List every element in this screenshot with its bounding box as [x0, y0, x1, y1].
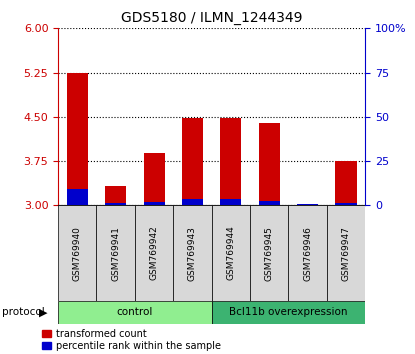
Text: GSM769940: GSM769940 [73, 225, 82, 281]
Text: ▶: ▶ [39, 307, 47, 318]
Text: GSM769941: GSM769941 [111, 225, 120, 281]
Bar [182, 199, 203, 205]
Bar [144, 153, 165, 205]
Text: GSM769945: GSM769945 [265, 225, 274, 281]
Bar [96, 205, 135, 301]
Text: protocol: protocol [2, 307, 45, 318]
Bar [182, 118, 203, 205]
Bar [259, 123, 280, 205]
Bar [220, 199, 242, 205]
Text: GSM769943: GSM769943 [188, 225, 197, 281]
Bar [173, 205, 212, 301]
Bar [105, 203, 126, 205]
Bar [220, 118, 242, 205]
Bar [67, 73, 88, 205]
Bar [288, 205, 327, 301]
Bar [67, 189, 88, 205]
Bar [58, 205, 96, 301]
Bar [259, 201, 280, 205]
Bar [135, 205, 173, 301]
Bar [250, 205, 288, 301]
Bar [327, 205, 365, 301]
Text: GSM769947: GSM769947 [342, 225, 351, 281]
Bar [58, 301, 212, 324]
Bar [144, 202, 165, 205]
Bar [335, 161, 356, 205]
Bar [105, 186, 126, 205]
Text: Bcl11b overexpression: Bcl11b overexpression [229, 307, 348, 318]
Bar [335, 203, 356, 205]
Bar [212, 205, 250, 301]
Bar [212, 301, 365, 324]
Bar [297, 204, 318, 205]
Text: GSM769944: GSM769944 [226, 226, 235, 280]
Text: control: control [117, 307, 153, 318]
Legend: transformed count, percentile rank within the sample: transformed count, percentile rank withi… [42, 329, 221, 351]
Title: GDS5180 / ILMN_1244349: GDS5180 / ILMN_1244349 [121, 11, 303, 24]
Text: GSM769946: GSM769946 [303, 225, 312, 281]
Text: GSM769942: GSM769942 [149, 226, 159, 280]
